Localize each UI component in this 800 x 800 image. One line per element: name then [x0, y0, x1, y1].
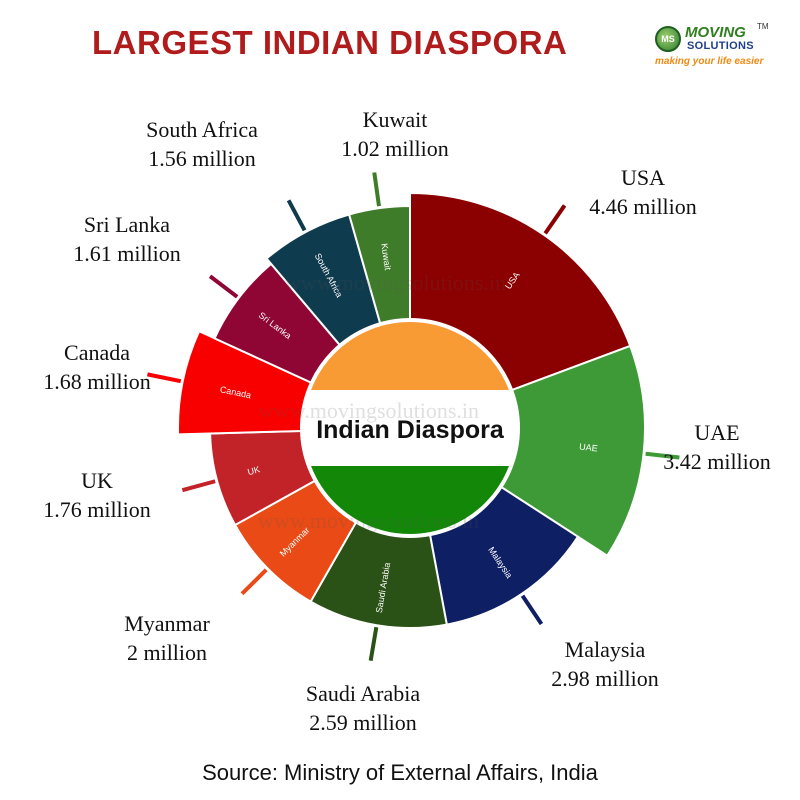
- value-label-saudi-arabia: 2.59 million: [309, 710, 417, 735]
- watermark-text: www.movingsolutions.in: [285, 270, 506, 295]
- leader-line-south-africa: [286, 199, 307, 232]
- center-flag: Indian Diaspora: [300, 318, 520, 538]
- leader-line-saudi-arabia: [368, 626, 379, 662]
- value-label-uae: 3.42 million: [663, 449, 771, 474]
- value-label-uk: 1.76 million: [43, 497, 151, 522]
- leader-line-usa: [543, 204, 567, 235]
- leader-line-kuwait: [372, 172, 381, 207]
- flag-white-band: [302, 390, 518, 466]
- leader-line-malaysia: [520, 594, 544, 626]
- category-label-uae: UAE: [694, 420, 739, 445]
- leader-line-myanmar: [240, 568, 268, 596]
- slice-label-uae: UAE: [579, 442, 598, 454]
- logo-trademark: TM: [757, 22, 769, 31]
- center-label: Indian Diaspora: [316, 416, 505, 444]
- value-label-myanmar: 2 million: [127, 640, 207, 665]
- category-label-south-africa: South Africa: [146, 117, 258, 142]
- logo-name-line1: MOVING: [685, 24, 746, 41]
- leader-line-uae: [645, 451, 680, 460]
- value-label-south-africa: 1.56 million: [148, 146, 256, 171]
- company-logo: MS MOVING TM SOLUTIONS making your life …: [655, 22, 775, 70]
- leader-line-uk: [181, 479, 216, 493]
- value-label-malaysia: 2.98 million: [551, 666, 659, 691]
- slice-label-uk: UK: [246, 464, 261, 477]
- logo-globe-icon: MS: [655, 26, 681, 52]
- source-note: Source: Ministry of External Affairs, In…: [202, 760, 598, 785]
- category-label-kuwait: Kuwait: [363, 107, 428, 132]
- chart-title: LARGEST INDIAN DIASPORA: [92, 24, 568, 61]
- category-label-sri-lanka: Sri Lanka: [84, 212, 170, 237]
- watermark-text: www.movingsolutions.in: [258, 398, 479, 423]
- category-label-malaysia: Malaysia: [565, 637, 646, 662]
- logo-tagline: making your life easier: [655, 56, 764, 67]
- category-label-canada: Canada: [64, 340, 130, 365]
- value-label-canada: 1.68 million: [43, 369, 151, 394]
- leader-line-sri-lanka: [208, 274, 239, 299]
- value-label-sri-lanka: 1.61 million: [73, 241, 181, 266]
- category-label-saudi-arabia: Saudi Arabia: [306, 681, 420, 706]
- category-label-myanmar: Myanmar: [124, 611, 210, 636]
- watermark-text: www.movingsolutions.in: [258, 508, 479, 533]
- category-label-uk: UK: [81, 468, 113, 493]
- value-label-usa: 4.46 million: [589, 194, 697, 219]
- leader-line-canada: [147, 372, 182, 384]
- value-label-kuwait: 1.02 million: [341, 136, 449, 161]
- logo-name-line2: SOLUTIONS: [687, 40, 754, 52]
- category-label-usa: USA: [621, 165, 665, 190]
- slice-label-kuwait: Kuwait: [379, 243, 393, 272]
